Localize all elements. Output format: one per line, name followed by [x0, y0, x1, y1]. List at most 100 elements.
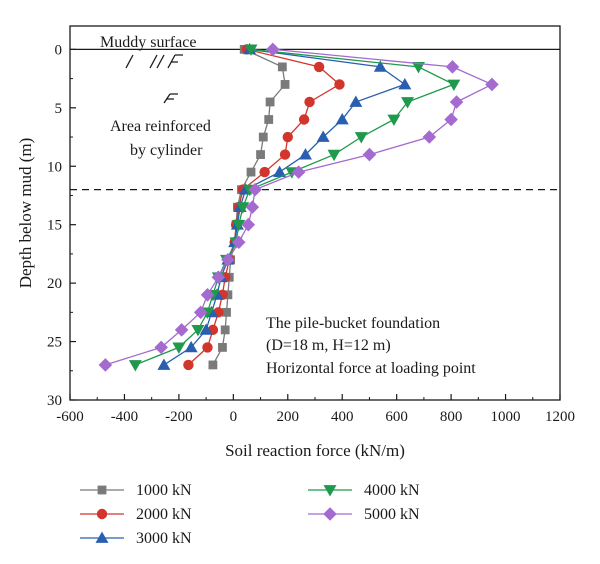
data-point-diamond: [245, 200, 260, 214]
data-point-diamond: [232, 235, 246, 249]
data-point-circle: [96, 508, 108, 520]
legend-label: 2000 kN: [136, 506, 192, 523]
data-point-circle: [334, 79, 345, 90]
legend: 1000 kN 2000 kN 3000 kN 4000 kN 5000 kN: [80, 482, 420, 547]
data-point-triangle-down: [401, 97, 415, 109]
data-point-circle: [304, 96, 315, 108]
x-tick-label: 200: [277, 409, 300, 425]
data-point-diamond: [248, 182, 262, 197]
data-point-square: [222, 307, 231, 317]
data-point-triangle-down: [447, 79, 461, 91]
data-point-diamond: [241, 217, 256, 232]
legend-label: 5000 kN: [364, 506, 420, 523]
y-tick-label: 10: [47, 159, 62, 175]
data-point-triangle-up: [95, 531, 109, 543]
data-point-diamond: [449, 95, 464, 109]
data-point-circle: [279, 149, 291, 160]
data-point-diamond: [154, 340, 168, 355]
data-point-circle: [183, 359, 194, 371]
data-point-diamond: [221, 252, 235, 267]
x-tick-label: 800: [440, 409, 463, 425]
data-point-triangle-down: [327, 149, 341, 162]
data-point-triangle-down: [128, 360, 142, 372]
annotation-foundation-line1: The pile-bucket foundation: [266, 315, 440, 332]
data-point-diamond: [174, 323, 189, 337]
data-point-circle: [298, 114, 310, 125]
data-point-square: [218, 343, 227, 352]
data-point-diamond: [193, 305, 208, 320]
x-tick-label: 400: [331, 409, 354, 425]
data-point-diamond: [211, 270, 226, 285]
data-point-circle: [313, 61, 325, 73]
data-point-square: [265, 97, 275, 107]
data-point-circle: [259, 166, 270, 178]
legend-item-3: 3000 kN: [80, 530, 192, 547]
legend-label: 4000 kN: [364, 482, 420, 499]
soil-hatching: [125, 54, 183, 104]
annotation-reinforced-line1: Area reinforced: [110, 118, 211, 135]
y-tick-label: 25: [47, 335, 62, 351]
data-point-triangle-down: [387, 114, 401, 126]
y-tick-label: 30: [47, 393, 62, 409]
x-axis-title: Soil reaction force (kN/m): [225, 441, 405, 460]
data-point-diamond: [291, 165, 306, 179]
x-tick-label: 600: [385, 409, 408, 425]
y-axis-ticks: 0 5 10 15 20 25 30: [47, 42, 76, 409]
legend-item-2: 2000 kN: [80, 506, 192, 523]
legend-label: 3000 kN: [136, 530, 192, 547]
data-point-triangle-up: [335, 113, 349, 125]
data-point-diamond: [445, 60, 460, 74]
data-point-triangle-up: [184, 340, 198, 353]
data-point-square: [256, 150, 265, 159]
data-point-triangle-down: [411, 62, 425, 74]
data-point-square: [258, 132, 268, 142]
y-tick-label: 5: [55, 101, 63, 117]
data-point-triangle-up: [157, 358, 171, 370]
data-point-triangle-up: [316, 130, 330, 142]
x-tick-label: -600: [56, 409, 84, 425]
x-tick-label: -200: [165, 409, 193, 425]
data-point-square: [97, 485, 107, 495]
annotation-reinforced-line2: by cylinder: [130, 142, 203, 159]
data-point-square: [246, 167, 256, 177]
data-point-triangle-up: [398, 77, 412, 90]
data-point-square: [208, 360, 218, 370]
x-tick-label: 1200: [545, 409, 575, 425]
data-point-triangle-up: [349, 95, 363, 107]
data-point-diamond: [444, 112, 458, 127]
data-point-triangle-up: [273, 165, 287, 177]
data-point-square: [264, 115, 274, 124]
data-point-triangle-up: [199, 323, 213, 335]
legend-label: 1000 kN: [136, 482, 192, 499]
data-point-triangle-up: [298, 148, 312, 160]
data-point-diamond: [323, 507, 337, 521]
data-point-diamond: [485, 77, 499, 92]
data-point-triangle-down: [244, 44, 258, 56]
data-point-triangle-down: [236, 202, 250, 214]
x-tick-label: 0: [230, 409, 238, 425]
data-point-square: [280, 80, 290, 89]
data-point-triangle-down: [232, 219, 246, 232]
data-point-square: [277, 62, 287, 72]
data-point-diamond: [98, 358, 113, 372]
y-tick-label: 15: [47, 218, 62, 234]
legend-item-4: 4000 kN: [308, 482, 420, 499]
annotation-foundation-line2: (D=18 m, H=12 m): [266, 337, 391, 354]
y-axis-title: Depth below mud (m): [16, 138, 35, 289]
legend-item-1: 1000 kN: [80, 482, 192, 499]
series-5: [98, 42, 499, 372]
y-tick-label: 20: [47, 276, 62, 292]
data-point-diamond: [200, 288, 215, 302]
data-point-triangle-down: [323, 485, 337, 497]
data-point-square: [220, 325, 230, 335]
data-point-diamond: [422, 130, 437, 144]
data-point-square: [223, 290, 233, 300]
data-point-diamond: [362, 147, 377, 162]
y-tick-label: 0: [55, 42, 63, 58]
x-tick-label: 1000: [491, 409, 521, 425]
plot-area: -600 -400 -200 0 200 400 600 800 1000 1200 0 5 10 15…: [47, 25, 575, 425]
data-point-diamond: [266, 42, 280, 57]
annotation-muddy-surface: Muddy surface: [100, 34, 196, 51]
data-point-triangle-down: [354, 132, 368, 144]
